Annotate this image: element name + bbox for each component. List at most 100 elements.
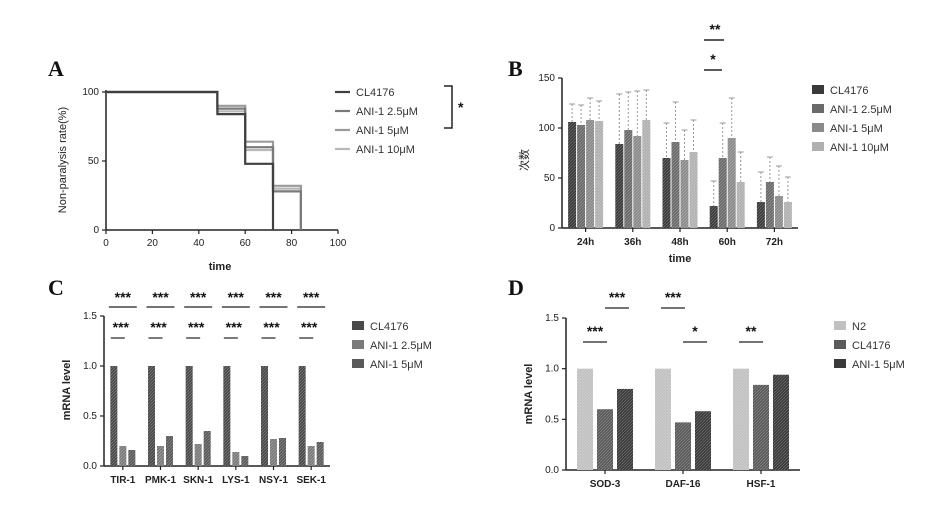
x-ticks-d: SOD-3DAF-16HSF-1: [590, 470, 776, 490]
significance-label-a: *: [458, 99, 464, 115]
survival-line: [106, 92, 273, 230]
bar-texture: [655, 369, 671, 470]
significance-label: ***: [303, 289, 320, 305]
panel-letter-a: A: [48, 56, 64, 81]
legend-label: N2: [852, 321, 866, 333]
legend-label: ANI-1 2.5μM: [356, 106, 418, 118]
x-tick-label: 24h: [577, 237, 594, 248]
survival-lines: [106, 92, 301, 230]
y-axis-title-b: 次数: [517, 149, 531, 171]
legend-swatch: [812, 142, 824, 151]
bar-texture: [195, 444, 202, 466]
bar-texture: [681, 160, 689, 228]
bar-texture: [128, 450, 135, 466]
y-tick-label: 50: [88, 156, 100, 167]
bar-texture: [595, 121, 603, 228]
significance-label: ***: [115, 289, 132, 305]
y-ticks-a: 050100: [82, 87, 106, 236]
bar-texture: [757, 202, 765, 228]
x-tick-label: 60h: [719, 237, 736, 248]
bar-texture: [299, 366, 306, 466]
y-tick-label: 1.5: [545, 313, 559, 324]
bar-texture: [675, 422, 691, 470]
significance-label: *: [692, 323, 698, 339]
legend-c: CL4176ANI-1 2.5μMANI-1 5μM: [352, 321, 432, 371]
bar-texture: [690, 152, 698, 228]
legend-label: ANI-1 5μM: [852, 359, 905, 371]
bar-texture: [733, 369, 749, 470]
bar-texture: [157, 446, 164, 466]
legend-label: ANI-1 5μM: [356, 125, 409, 137]
survival-line: [106, 92, 301, 230]
panel-letter-d: D: [508, 275, 524, 300]
x-tick-label: 20: [147, 238, 159, 249]
y-tick-label: 100: [538, 123, 555, 134]
significance-label: ***: [152, 289, 169, 305]
legend-swatch: [834, 340, 846, 349]
y-ticks-b: 050100150: [538, 73, 562, 234]
bar-texture: [223, 366, 230, 466]
significance-label: ***: [190, 289, 207, 305]
significance-c: ************************************: [109, 289, 325, 338]
bar-texture: [719, 158, 727, 228]
y-axis-title-c: mRNA level: [61, 360, 73, 421]
legend-swatch: [834, 321, 846, 330]
x-tick-label: 36h: [624, 237, 641, 248]
bar-texture: [577, 369, 593, 470]
bar-texture: [775, 196, 783, 228]
significance-label: ***: [150, 319, 167, 335]
significance-label-b2: *: [710, 51, 716, 67]
y-tick-label: 50: [544, 173, 556, 184]
bar-texture: [672, 142, 680, 228]
y-tick-label: 0: [549, 223, 555, 234]
significance-label: ***: [587, 323, 604, 339]
x-tick-label: SOD-3: [590, 479, 621, 490]
significance-d: ************: [583, 289, 763, 342]
legend-swatch: [834, 359, 846, 368]
survival-chart: 020406080100 050100 time Non-paralysis r…: [57, 86, 464, 273]
bar-texture: [695, 411, 711, 470]
bar-texture: [148, 366, 155, 466]
bar-texture: [110, 366, 117, 466]
bar-texture: [728, 138, 736, 228]
bar-texture: [766, 182, 774, 228]
survival-line: [106, 92, 301, 230]
significance-label-b1: **: [710, 21, 721, 37]
bar-texture: [737, 182, 745, 228]
bar-texture: [261, 366, 268, 466]
bar-texture: [663, 158, 671, 228]
legend-label: CL4176: [356, 87, 395, 99]
legend-label: CL4176: [370, 321, 409, 333]
legend-swatch: [812, 104, 824, 113]
legend-swatch: [812, 85, 824, 94]
x-tick-label: 40: [193, 238, 205, 249]
bar-texture: [204, 431, 211, 466]
legend-swatch: [812, 123, 824, 132]
legend-d: N2CL4176ANI-1 5μM: [834, 321, 905, 371]
y-tick-label: 0.0: [83, 461, 97, 472]
panel-letter-b: B: [508, 56, 523, 81]
x-tick-label: SKN-1: [183, 475, 213, 486]
bar-texture: [568, 122, 576, 228]
legend-a: CL4176ANI-1 2.5μMANI-1 5μMANI-1 10μM: [335, 87, 418, 156]
y-tick-label: 1.5: [83, 311, 97, 322]
bar-texture: [633, 136, 641, 228]
significance-label: ***: [188, 319, 205, 335]
bar-texture: [317, 442, 324, 466]
bar-texture: [279, 438, 286, 466]
bar-chart-c: TIR-1PMK-1SKN-1LYS-1NSY-1SEK-1 0.00.51.0…: [61, 289, 432, 486]
bar-texture: [232, 452, 239, 466]
x-tick-label: TIR-1: [110, 475, 135, 486]
x-axis-title-b: time: [669, 253, 692, 265]
significance-label: ***: [228, 289, 245, 305]
significance-label: **: [746, 323, 757, 339]
bar-texture: [577, 125, 585, 228]
significance-label: ***: [113, 319, 130, 335]
x-tick-label: LYS-1: [222, 475, 250, 486]
x-tick-label: 100: [330, 238, 347, 249]
x-axis-title-a: time: [209, 261, 232, 273]
y-tick-label: 0: [93, 225, 99, 236]
y-tick-label: 0.5: [83, 411, 97, 422]
legend-swatch: [352, 321, 364, 330]
